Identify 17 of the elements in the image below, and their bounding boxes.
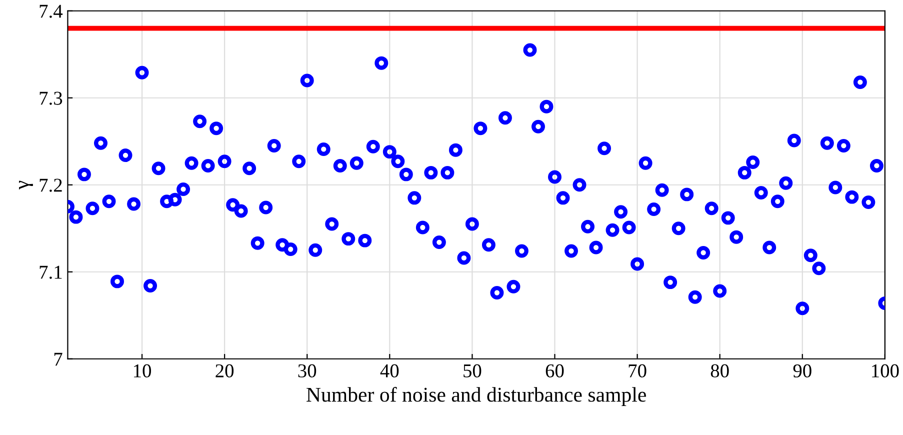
y-axis-title: γ — [19, 180, 34, 190]
y-tick-label: 7.4 — [40, 4, 63, 18]
y-tick-label: 7 — [54, 352, 62, 366]
y-tick-label: 7.2 — [40, 178, 62, 192]
x-tick-label: 50 — [464, 364, 482, 378]
y-tick-label: 7.3 — [40, 92, 62, 105]
x-tick-label: 10 — [134, 364, 151, 378]
x-tick-label: 90 — [793, 364, 812, 378]
x-tick-label: 20 — [216, 364, 234, 378]
x-tick-label: 80 — [710, 364, 729, 378]
x-tick-label: 30 — [298, 364, 316, 378]
x-tick-label: 60 — [546, 364, 564, 378]
x-tick-label: 40 — [380, 364, 399, 378]
x-tick-label: 100 — [872, 364, 899, 378]
x-axis-title: Number of noise and disturbance sample — [306, 386, 646, 406]
x-tick-label: 70 — [628, 364, 646, 378]
y-tick-label: 7.1 — [40, 266, 62, 279]
